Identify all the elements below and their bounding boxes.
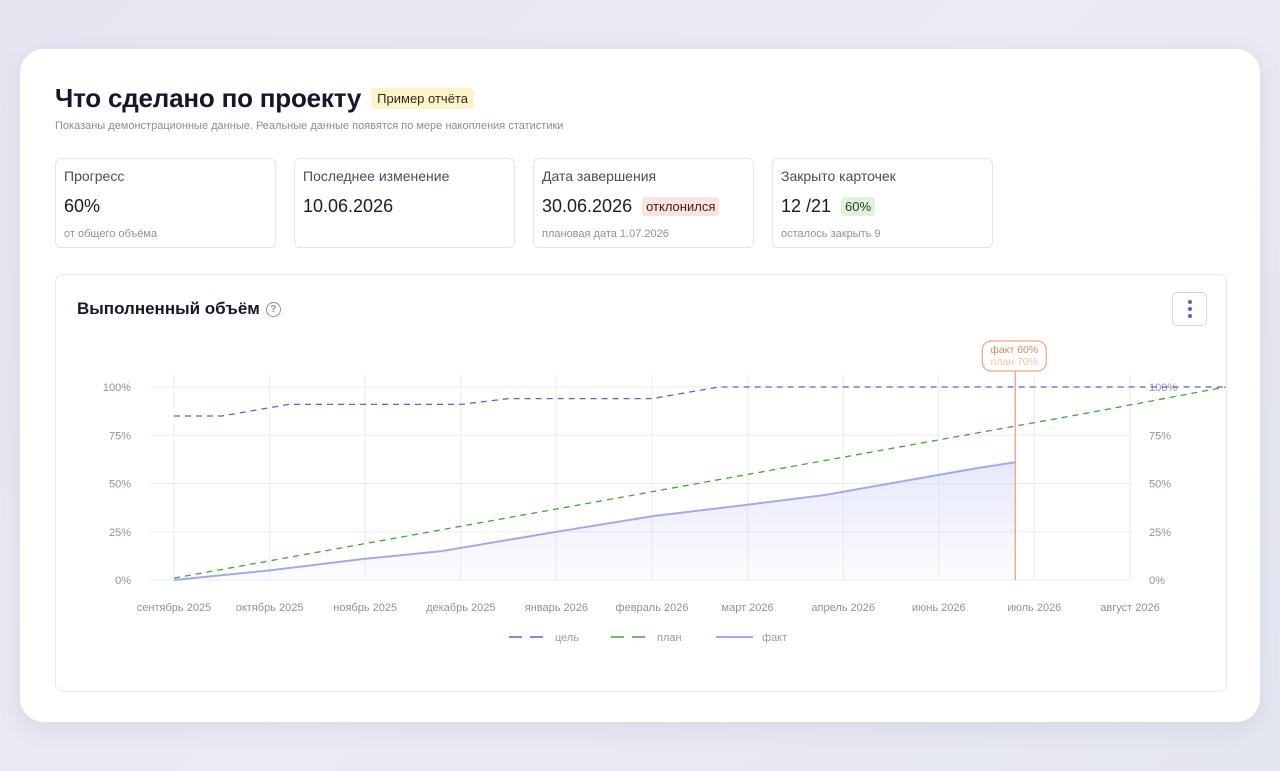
stats-row: Прогресс 60% от общего объёма Последнее … — [55, 158, 993, 248]
fact-area — [174, 462, 1016, 580]
x-tick-label: ноябрь 2025 — [333, 602, 397, 614]
chart-menu-button[interactable] — [1172, 292, 1207, 326]
stat-value: 10.06.2026 — [303, 196, 394, 216]
x-tick-label: апрель 2026 — [811, 602, 875, 614]
y-tick-label-left: 50% — [109, 479, 131, 491]
question-circle-icon[interactable]: ? — [265, 301, 281, 317]
y-tick-label-right: 50% — [1149, 479, 1171, 491]
stat-label: Дата завершения — [542, 168, 657, 184]
example-badge: Пример отчёта — [371, 88, 474, 109]
report-card: Что сделано по проекту Пример отчёта Пок… — [20, 49, 1260, 722]
vertical-dots-icon — [1187, 300, 1192, 304]
stat-value-row: 60% — [64, 196, 100, 217]
deviation-badge: отклонился — [642, 197, 720, 216]
stat-note: осталось закрыть 9 — [781, 228, 881, 240]
page-title: Что сделано по проекту — [55, 83, 362, 113]
page-subtitle: Показаны демонстрационные данные. Реальн… — [55, 120, 564, 132]
stat-value-row: 10.06.2026 — [303, 196, 393, 217]
stat-label: Прогресс — [64, 168, 125, 184]
x-tick-label: сентябрь 2025 — [137, 602, 211, 614]
x-tick-label: февраль 2026 — [616, 602, 689, 614]
y-tick-label-right: 0% — [1149, 575, 1165, 587]
x-tick-label: октябрь 2025 — [236, 602, 304, 614]
stat-cards-closed: Закрыто карточек 12 /21 60% осталось зак… — [772, 158, 993, 248]
x-tick-label: март 2026 — [722, 602, 774, 614]
volume-chart: 0% 0% 25% 25% 50% 50% 75% 75% 100% 100% сентябрь 2… — [103, 340, 1226, 644]
stat-value: 30.06.2026 — [542, 196, 633, 216]
stat-value-row: 12 /21 60% — [781, 196, 876, 217]
x-tick-label: январь 2026 — [525, 602, 588, 614]
stat-value: 60% — [64, 196, 101, 216]
marker-plan-label: план 70% — [991, 356, 1038, 368]
stat-last-change: Последнее изменение 10.06.2026 — [294, 158, 515, 248]
stat-note: плановая дата 1.07.2026 — [542, 228, 669, 240]
stat-completion-date: Дата завершения 30.06.2026 отклонился пл… — [533, 158, 754, 248]
title-row: Что сделано по проекту Пример отчёта — [55, 83, 474, 114]
y-tick-label-left: 100% — [103, 382, 131, 394]
series-line-цель — [174, 386, 1226, 417]
marker-fact-label: факт 60% — [990, 344, 1038, 356]
y-tick-label-right: 25% — [1149, 527, 1171, 539]
chart-title: Выполненный объём — [77, 299, 260, 318]
y-tick-label-left: 0% — [115, 575, 131, 587]
stat-label: Закрыто карточек — [781, 168, 896, 184]
vertical-dots-icon — [1187, 307, 1192, 311]
percent-badge: 60% — [841, 197, 876, 216]
y-tick-label-right: 75% — [1149, 430, 1171, 442]
y-tick-label-right: 100% — [1149, 382, 1177, 394]
stat-note: от общего объёма — [64, 228, 158, 240]
x-tick-label: июнь 2026 — [912, 602, 966, 614]
stat-value-row: 30.06.2026 отклонился — [542, 196, 720, 217]
chart-card: Выполненный объём ? 0% 0% 25% 25% 50% 50% 75% 7… — [55, 274, 1227, 692]
x-tick-label: август 2026 — [1100, 602, 1159, 614]
legend-label: цель — [555, 632, 579, 644]
vertical-dots-icon — [1187, 314, 1192, 318]
y-tick-label-left: 75% — [109, 430, 131, 442]
y-tick-label-left: 25% — [109, 527, 131, 539]
stat-progress: Прогресс 60% от общего объёма — [55, 158, 276, 248]
legend-label: план — [657, 632, 682, 644]
marker-callout — [981, 340, 1047, 372]
series-line-факт — [173, 461, 1016, 581]
stat-value: 12 /21 — [781, 196, 832, 216]
chart-title-row: Выполненный объём ? — [77, 299, 281, 319]
x-tick-label: июль 2026 — [1007, 602, 1061, 614]
legend-label: факт — [762, 632, 787, 644]
stat-label: Последнее изменение — [303, 168, 450, 184]
x-tick-label: декабрь 2025 — [426, 602, 495, 614]
